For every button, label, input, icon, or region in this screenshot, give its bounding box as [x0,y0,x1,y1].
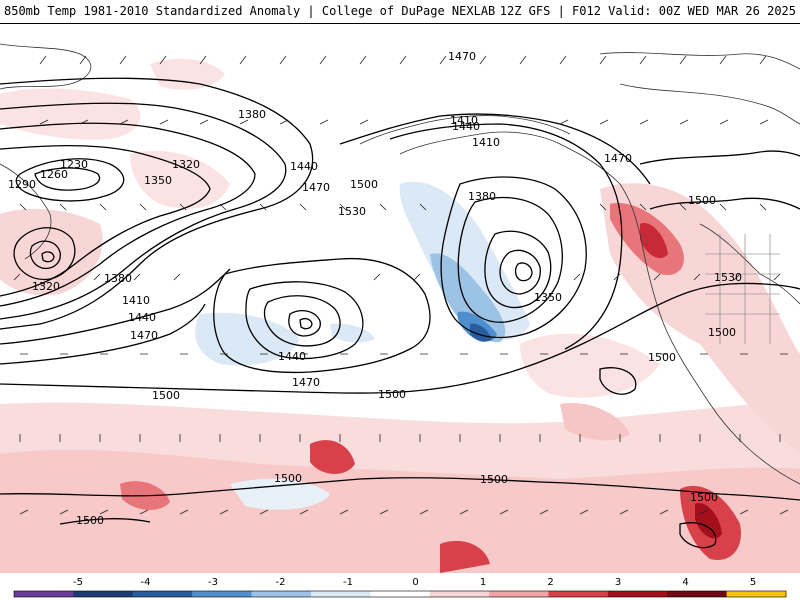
colorbar-tick-label: 3 [615,577,621,588]
contour-label: 1470 [604,152,632,165]
colorbar-tick-label: 5 [750,577,756,588]
colorbar-swatch [727,591,787,597]
contour-label: 1500 [152,389,180,402]
contour-label: 1470 [130,329,158,342]
map-svg: 1470 1380 1230 1260 1290 1320 1350 1440 … [0,24,800,573]
contour-label: 1320 [32,280,60,293]
contour-label: 1500 [76,514,104,527]
contour-label: 1470 [292,376,320,389]
colorbar-tick-label: 0 [412,577,418,588]
colorbar-swatch [548,591,608,597]
contour-label: 1470 [448,50,476,63]
contour-label: 1500 [690,491,718,504]
contour-label: 1290 [8,178,36,191]
colorbar-tick-label: 4 [682,577,688,588]
contour-label: 1500 [688,194,716,207]
colorbar-swatch [370,591,430,597]
colorbar-swatch [14,591,74,597]
contour-label: 1440 [128,311,156,324]
colorbar-swatch [430,591,490,597]
contour-label: 1440 [452,120,480,133]
contour-label: 1380 [238,108,266,121]
colorbar-tick-label: -5 [73,577,83,588]
contour-label: 1530 [714,271,742,284]
contour-label: 1440 [278,350,306,363]
contour-label: 1380 [104,272,132,285]
colorbar-swatch [73,591,133,597]
contour-label: 1500 [708,326,736,339]
colorbar-tick-label: -3 [208,577,218,588]
colorbar-tick-label: -2 [276,577,286,588]
contour-label: 1470 [302,181,330,194]
colorbar-svg: -5 -4 -3 -2 -1 0 1 2 3 4 5 [0,573,800,600]
colorbar-ticks: -5 -4 -3 -2 -1 0 1 2 3 4 5 [73,577,756,588]
colorbar-swatch [489,591,549,597]
colorbar-swatches [14,591,787,597]
contour-label: 1350 [534,291,562,304]
colorbar-tick-label: 1 [480,577,486,588]
colorbar-swatch [192,591,252,597]
contour-label: 1500 [480,473,508,486]
colorbar-tick-label: 2 [547,577,553,588]
colorbar-swatch [608,591,668,597]
contour-label: 1320 [172,158,200,171]
colorbar-tick-label: -4 [141,577,151,588]
contour-label: 1530 [338,205,366,218]
contour-label: 1350 [144,174,172,187]
map-header: 850mb Temp 1981-2010 Standardized Anomal… [0,0,800,24]
colorbar-tick-label: -1 [343,577,353,588]
header-valid-time: 12Z GFS | F012 Valid: 00Z WED MAR 26 202… [500,4,796,18]
contour-label: 1500 [274,472,302,485]
contour-label: 1500 [378,388,406,401]
map-panel: 1470 1380 1230 1260 1290 1320 1350 1440 … [0,24,800,573]
header-title: 850mb Temp 1981-2010 Standardized Anomal… [4,4,495,18]
colorbar-swatch [133,591,193,597]
colorbar-swatch [252,591,312,597]
contour-label: 1440 [290,160,318,173]
contour-label: 1260 [40,168,68,181]
contour-label: 1410 [122,294,150,307]
contour-label: 1500 [350,178,378,191]
contour-label: 1410 [472,136,500,149]
colorbar-swatch [311,591,371,597]
contour-label: 1500 [648,351,676,364]
colorbar: -5 -4 -3 -2 -1 0 1 2 3 4 5 [0,573,800,600]
colorbar-swatch [667,591,727,597]
contour-label: 1380 [468,190,496,203]
